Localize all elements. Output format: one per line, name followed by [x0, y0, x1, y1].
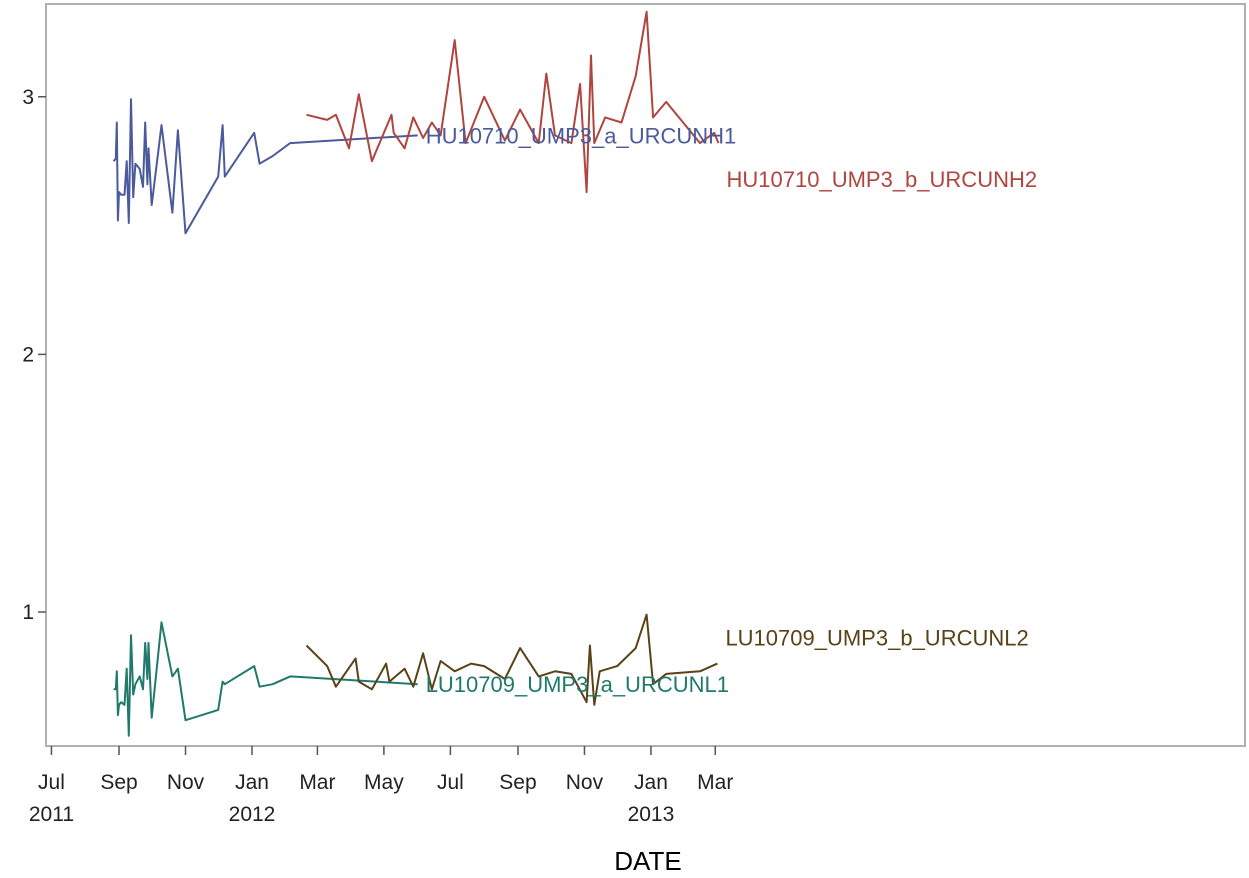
- x-axis-title: DATE: [614, 846, 681, 876]
- series-label-2: HU10710_UMP3_b_URCUNH2: [727, 167, 1038, 192]
- x-tick-year-label: 2013: [628, 803, 675, 826]
- x-tick-label: Jul: [38, 771, 65, 794]
- series-line-3: [113, 621, 418, 737]
- y-tick-label: 2: [22, 343, 34, 366]
- series-line-4: [305, 613, 718, 706]
- x-tick-year-label: 2011: [29, 803, 74, 826]
- y-axis: 1 2 3: [22, 86, 46, 624]
- x-tick-label: Mar: [697, 771, 733, 794]
- x-tick-label: Jan: [235, 771, 269, 794]
- x-axis: Jul 2011 Sep Nov Jan 2012 Mar May Jul Sep Nov Jan 20…: [29, 746, 733, 826]
- x-tick-label: Jul: [437, 771, 464, 794]
- series-label-1: HU10710_UMP3_a_URCUNH1: [426, 123, 737, 148]
- x-tick-label: Sep: [499, 771, 536, 794]
- series-label-4: LU10709_UMP3_b_URCUNL2: [725, 626, 1028, 651]
- series-labels: HU10710_UMP3_a_URCUNH1 HU10710_UMP3_b_URC…: [426, 123, 1037, 697]
- x-tick-label: Nov: [566, 771, 604, 794]
- series-line-1: [112, 98, 418, 235]
- x-tick-label: Jan: [634, 771, 668, 794]
- series-label-3: LU10709_UMP3_a_URCUNL1: [426, 672, 729, 697]
- x-tick-label: Sep: [100, 771, 137, 794]
- series-line-2: [306, 10, 720, 194]
- x-tick-label: Mar: [299, 771, 335, 794]
- series-layer: [112, 10, 720, 737]
- plot-frame: [45, 3, 1246, 747]
- y-tick-label: 3: [22, 86, 34, 109]
- x-tick-label: Nov: [167, 771, 205, 794]
- y-tick-label: 1: [22, 601, 34, 624]
- x-tick-year-label: 2012: [229, 803, 276, 826]
- x-tick-label: May: [364, 771, 404, 794]
